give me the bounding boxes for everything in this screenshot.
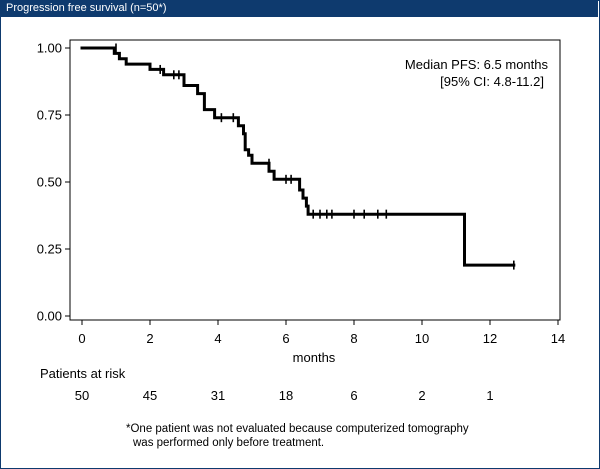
x-tick-label: 14 bbox=[551, 331, 565, 346]
risk-count: 18 bbox=[278, 388, 294, 403]
figure-title: Progression free survival (n=50*) bbox=[6, 2, 167, 14]
censor-marks bbox=[115, 43, 515, 270]
y-axis: 0.00 0.25 0.50 0.75 1.00 bbox=[37, 41, 70, 324]
risk-count: 1 bbox=[486, 388, 494, 403]
y-tick-label: 0.25 bbox=[37, 242, 62, 257]
x-tick-label: 2 bbox=[146, 331, 153, 346]
y-tick-label: 0.75 bbox=[37, 108, 62, 123]
x-tick-label: 10 bbox=[415, 331, 429, 346]
risk-count: 45 bbox=[142, 388, 158, 403]
x-tick-label: 0 bbox=[78, 331, 85, 346]
x-tick-label: 8 bbox=[350, 331, 357, 346]
risk-count: 31 bbox=[210, 388, 226, 403]
risk-count: 6 bbox=[350, 388, 358, 403]
x-tick-label: 4 bbox=[214, 331, 221, 346]
x-axis-label: months bbox=[293, 350, 336, 365]
x-tick-label: 6 bbox=[282, 331, 289, 346]
y-tick-label: 1.00 bbox=[37, 41, 62, 56]
y-tick-label: 0.50 bbox=[37, 175, 62, 190]
risk-count: 2 bbox=[418, 388, 426, 403]
survival-curve bbox=[80, 46, 516, 267]
plot-area bbox=[69, 39, 561, 321]
x-tick-label: 12 bbox=[483, 331, 497, 346]
footnote-line-1: *One patient was not evaluated because c… bbox=[126, 423, 469, 435]
risk-count: 50 bbox=[74, 388, 90, 403]
footnote: *One patient was not evaluated because c… bbox=[126, 422, 469, 450]
title-bar: Progression free survival (n=50*) bbox=[0, 0, 598, 17]
footnote-line-2: was performed only before treatment. bbox=[133, 437, 325, 449]
y-tick-label: 0.00 bbox=[37, 309, 62, 324]
x-axis: 0 2 4 6 8 10 12 14 bbox=[78, 320, 565, 346]
risk-table-title: Patients at risk bbox=[40, 366, 126, 381]
confidence-interval-annotation: [95% CI: 4.8-11.2] bbox=[440, 74, 544, 89]
median-pfs-annotation: Median PFS: 6.5 months bbox=[405, 57, 549, 72]
